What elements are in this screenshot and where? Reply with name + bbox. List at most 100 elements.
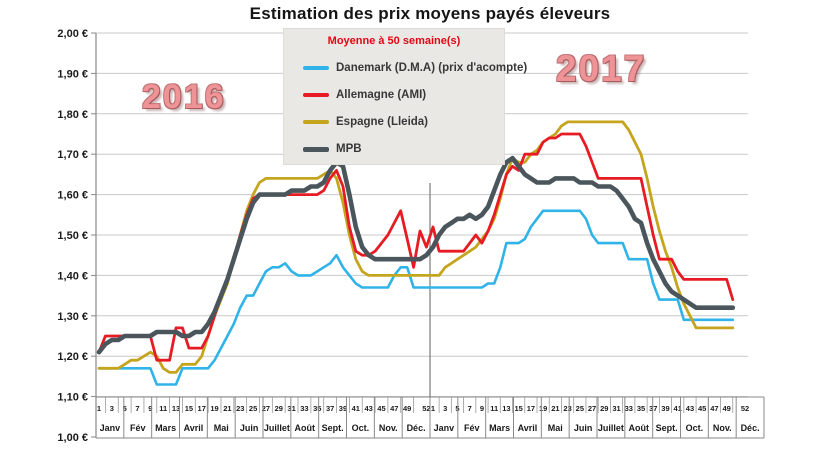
svg-text:1,80 €: 1,80 € [57,109,88,121]
svg-text:1,50 €: 1,50 € [57,230,88,242]
svg-text:29: 29 [275,404,283,413]
svg-text:Déc.: Déc. [741,423,760,433]
legend-label: MPB [336,143,362,155]
svg-text:1: 1 [431,404,435,413]
legend-swatch-mpb [303,146,329,152]
svg-text:Avril: Avril [518,423,538,433]
svg-text:1,90 €: 1,90 € [57,68,88,80]
legend-label: Danemark (D.M.A) (prix d'acompte) [336,62,528,74]
svg-text:25: 25 [249,404,257,413]
svg-text:Janv: Janv [100,423,121,433]
svg-text:5: 5 [123,404,127,413]
svg-text:1,40 €: 1,40 € [57,270,88,282]
svg-text:Juin: Juin [240,423,259,433]
svg-text:19: 19 [539,404,547,413]
legend-swatch-allemagne [303,93,329,97]
chart-title: Estimation des prix moyens payés éleveur… [249,4,611,23]
svg-text:17: 17 [527,404,535,413]
svg-text:Mai: Mai [548,423,563,433]
year-label-2016: 2016 [142,78,226,116]
year-label-2017: 2017 [556,48,647,89]
svg-text:27: 27 [262,404,270,413]
x-axis-week-labels: 1 3 5 7 9 11 13 15 17 19 21 23 25 27 29 31 33 35 37 39 41 43 4… [97,397,749,413]
svg-text:15: 15 [514,404,522,413]
legend-swatch-espagne [303,120,329,124]
svg-text:35: 35 [637,404,645,413]
svg-text:31: 31 [612,404,620,413]
svg-text:1,20 €: 1,20 € [57,351,88,363]
svg-text:1,30 €: 1,30 € [57,311,88,323]
svg-text:35: 35 [313,404,321,413]
svg-text:Sept.: Sept. [656,423,678,433]
svg-text:9: 9 [480,404,484,413]
svg-text:49: 49 [403,404,411,413]
svg-text:23: 23 [563,404,571,413]
y-axis: 2,00 € 1,90 € 1,80 € 1,70 € 1,60 € 1,50 € 1,40… [57,28,96,444]
legend-label: Espagne (Lleida) [336,116,429,128]
svg-text:49: 49 [722,404,730,413]
svg-text:47: 47 [390,404,398,413]
svg-text:Juillet: Juillet [598,423,624,433]
svg-text:Mars: Mars [489,423,510,433]
svg-text:3: 3 [443,404,447,413]
svg-text:Janv: Janv [434,423,455,433]
svg-text:11: 11 [490,404,498,413]
svg-text:1,10 €: 1,10 € [57,392,88,404]
svg-text:43: 43 [364,404,372,413]
svg-text:41: 41 [352,404,360,413]
svg-text:27: 27 [588,404,596,413]
legend-title: Moyenne à 50 semaine(s) [327,35,461,47]
svg-text:37: 37 [326,404,334,413]
svg-text:19: 19 [210,404,218,413]
svg-text:25: 25 [576,404,584,413]
legend-item-espagne: Espagne (Lleida) [283,116,505,128]
svg-text:Mars: Mars [155,423,176,433]
legend-label: Allemagne (AMI) [336,89,427,101]
svg-text:17: 17 [198,404,206,413]
svg-text:37: 37 [649,404,657,413]
svg-text:Déc.: Déc. [407,423,426,433]
x-axis-month-labels: Janv Fév Mars Avril Mai Juin Juillet Août Sept. O… [95,397,765,438]
svg-text:3: 3 [110,404,114,413]
legend-item-allemagne: Allemagne (AMI) [283,89,505,101]
legend-swatch-danemark [303,66,329,70]
svg-text:33: 33 [625,404,633,413]
svg-text:13: 13 [172,404,180,413]
svg-text:47: 47 [710,404,718,413]
svg-text:1,00 €: 1,00 € [57,432,88,444]
svg-text:41: 41 [674,404,682,413]
svg-text:33: 33 [300,404,308,413]
svg-text:9: 9 [148,404,152,413]
svg-text:Fév: Fév [130,423,146,433]
svg-text:Août: Août [295,423,316,433]
svg-text:31: 31 [287,404,295,413]
svg-text:52: 52 [741,404,749,413]
svg-text:29: 29 [600,404,608,413]
svg-text:45: 45 [377,404,385,413]
svg-text:Fév: Fév [464,423,480,433]
svg-text:1,60 €: 1,60 € [57,190,88,202]
svg-text:39: 39 [339,404,347,413]
svg-text:7: 7 [135,404,139,413]
svg-text:2,00 €: 2,00 € [57,28,88,40]
svg-text:Juillet: Juillet [264,423,290,433]
svg-text:21: 21 [223,404,231,413]
svg-text:Juin: Juin [574,423,593,433]
svg-text:13: 13 [502,404,510,413]
svg-text:Mai: Mai [214,423,229,433]
svg-text:Sept.: Sept. [322,423,344,433]
svg-text:Août: Août [629,423,650,433]
svg-text:1: 1 [97,404,101,413]
svg-text:39: 39 [661,404,669,413]
series-line-allemagne-ami [97,132,735,362]
svg-text:15: 15 [185,404,193,413]
svg-text:Nov.: Nov. [379,423,398,433]
svg-text:Oct.: Oct. [352,423,370,433]
svg-text:Avril: Avril [184,423,204,433]
svg-text:Oct.: Oct. [686,423,704,433]
svg-text:1,70 €: 1,70 € [57,149,88,161]
svg-text:7: 7 [468,404,472,413]
legend: Moyenne à 50 semaine(s) Danemark (D.M.A)… [283,28,527,165]
series-line-danemark-d-m-a-prix-d-acompte [97,209,735,386]
